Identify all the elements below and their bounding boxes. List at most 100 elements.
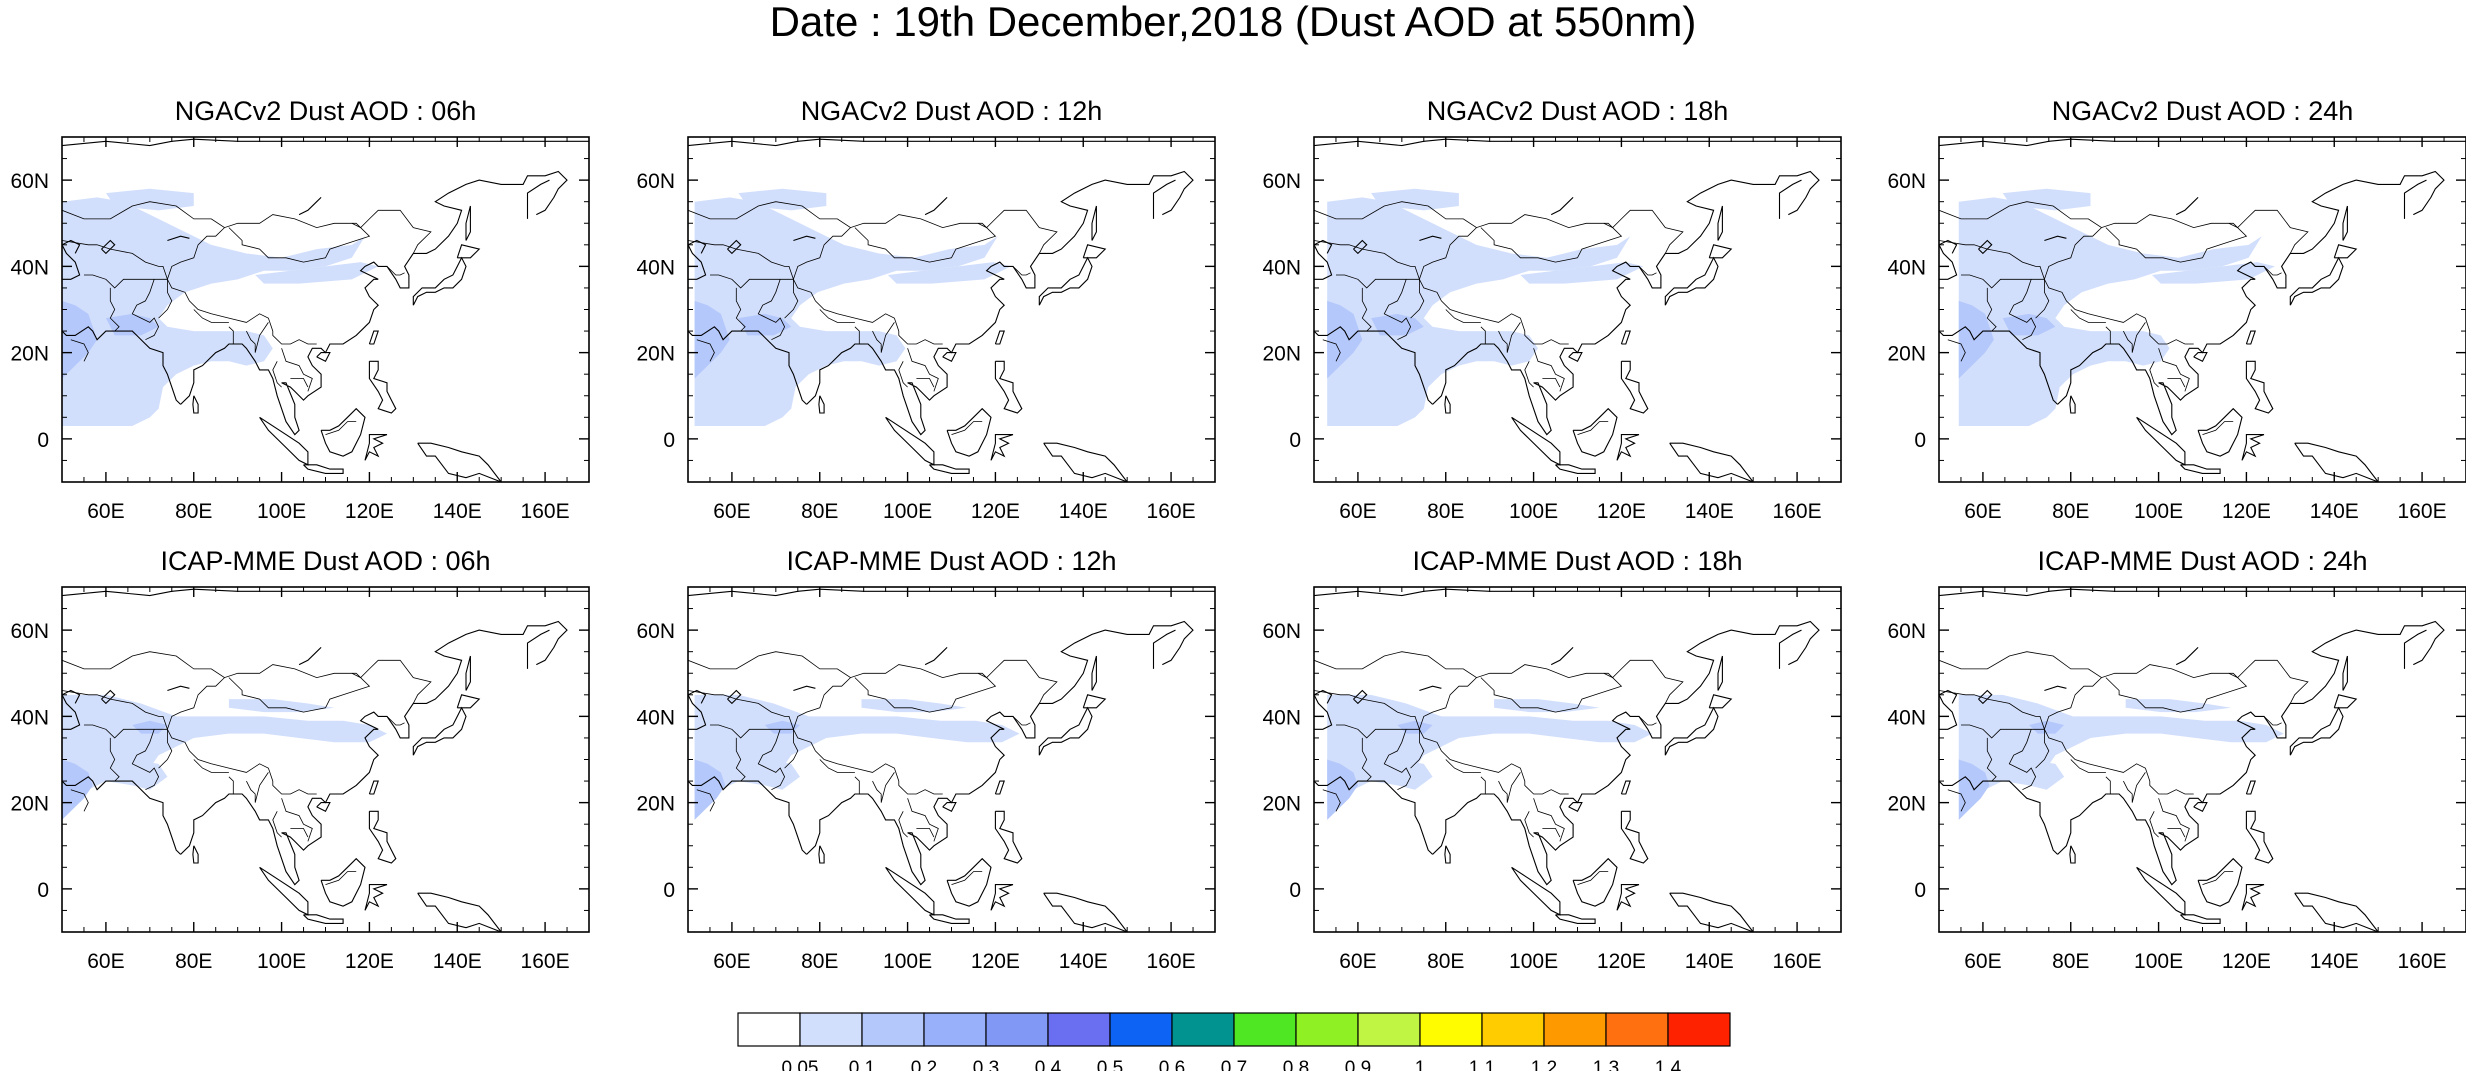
lon-tick-label: 160E xyxy=(2398,950,2447,973)
coastline xyxy=(316,352,331,363)
colorbar-label: 0.1 xyxy=(849,1058,875,1071)
coastline xyxy=(2245,360,2274,414)
coastline xyxy=(1314,759,1433,855)
country-border xyxy=(2008,279,2037,341)
coastline xyxy=(1444,845,1451,864)
dust-area-high xyxy=(2002,313,2056,336)
colorbar-label: 0.5 xyxy=(1097,1058,1123,1071)
country-border xyxy=(62,750,63,752)
map-panel: NGACv2 Dust AOD : 18h 60E 80E 100E 120E 140E 1… xyxy=(1262,96,1842,523)
lon-tick-label: 80E xyxy=(1427,950,1464,973)
coastline xyxy=(2175,197,2199,216)
coastline xyxy=(1669,892,1754,932)
coastline xyxy=(2193,352,2208,363)
colorbar-label: 1.1 xyxy=(1469,1058,1495,1071)
lon-tick-label: 160E xyxy=(2398,500,2447,523)
colorbar-swatch xyxy=(1667,1012,1731,1047)
panel-title: ICAP-MME Dust AOD : 18h xyxy=(1412,546,1742,576)
panel-title: ICAP-MME Dust AOD : 12h xyxy=(786,546,1116,576)
country-border xyxy=(1961,724,2045,739)
panel-plot-area xyxy=(688,137,1215,482)
coastline xyxy=(303,914,344,924)
colorbar-label: 0.8 xyxy=(1283,1058,1309,1071)
coastline xyxy=(1082,694,1107,709)
coastline xyxy=(2057,620,2445,886)
coastline xyxy=(167,685,190,692)
coastline xyxy=(192,845,199,864)
colorbar-label: 1 xyxy=(1415,1058,1426,1071)
panel-plot-area xyxy=(1314,137,1841,482)
country-border xyxy=(757,279,786,341)
country-border xyxy=(1480,222,1623,263)
coastline xyxy=(1708,244,1733,259)
coastline xyxy=(1978,239,1993,255)
coastline xyxy=(924,197,948,216)
dust-area-high xyxy=(1958,300,1994,379)
country-border xyxy=(2105,672,2248,713)
country-border xyxy=(1939,300,1940,302)
lat-tick-label: 0 xyxy=(1914,879,1926,902)
lat-tick-label: 60N xyxy=(1262,620,1301,643)
lon-tick-label: 100E xyxy=(2134,500,2183,523)
lat-tick-label: 60N xyxy=(1262,170,1301,193)
country-border xyxy=(784,279,799,319)
country-border xyxy=(109,737,120,782)
coastline xyxy=(1419,685,1442,692)
lat-tick-label: 0 xyxy=(1914,429,1926,452)
panel-title: ICAP-MME Dust AOD : 06h xyxy=(160,546,490,576)
coastline xyxy=(1616,884,1640,911)
coastline xyxy=(320,407,366,457)
dust-area xyxy=(255,262,379,284)
dust-area-high xyxy=(694,759,726,820)
lat-tick-label: 0 xyxy=(663,879,675,902)
country-border xyxy=(246,772,269,803)
lon-tick-label: 120E xyxy=(2222,950,2271,973)
country-border xyxy=(696,789,715,812)
coastline xyxy=(1043,442,1128,482)
coastline xyxy=(1616,434,1640,461)
coastline xyxy=(1444,395,1451,414)
coastline xyxy=(2069,395,2076,414)
country-border xyxy=(735,287,746,332)
colorbar-label: 1.4 xyxy=(1655,1058,1682,1071)
colorbar-swatch xyxy=(923,1012,987,1047)
country-border xyxy=(696,339,715,362)
country-border xyxy=(1939,750,1940,752)
dust-area xyxy=(1371,188,1459,211)
country-border xyxy=(2202,871,2234,885)
country-border xyxy=(193,309,229,323)
colorbar-label: 0.7 xyxy=(1221,1058,1247,1071)
country-border xyxy=(228,222,371,263)
coastline xyxy=(101,239,116,255)
country-border xyxy=(793,677,851,730)
country-border xyxy=(1361,737,1372,782)
lon-tick-label: 100E xyxy=(257,500,306,523)
map-panel: NGACv2 Dust AOD : 24h 60E 80E 100E 120E 140E 1… xyxy=(1887,96,2466,523)
coastline xyxy=(1939,239,1958,280)
country-border xyxy=(1314,750,1315,752)
country-border xyxy=(1524,811,1534,838)
dust-area-high xyxy=(738,313,792,336)
colorbar-label: 0.2 xyxy=(911,1058,937,1071)
coastline xyxy=(806,170,1194,436)
lon-tick-label: 80E xyxy=(175,950,212,973)
lat-tick-label: 60N xyxy=(10,170,49,193)
coastline xyxy=(942,802,957,813)
coastline xyxy=(1568,352,1583,363)
country-border xyxy=(710,274,794,289)
lon-tick-label: 120E xyxy=(2222,500,2271,523)
lon-tick-label: 140E xyxy=(1059,500,1108,523)
dust-area xyxy=(887,262,1011,284)
country-border xyxy=(167,279,317,345)
country-border xyxy=(1524,361,1534,388)
country-border xyxy=(757,729,786,791)
map-panel: ICAP-MME Dust AOD : 12h 60E 80E 100E 120E 140… xyxy=(636,546,1216,973)
coastline xyxy=(1043,892,1128,932)
map-panel: ICAP-MME Dust AOD : 06h 60E 80E 100E 120E 140… xyxy=(10,546,590,973)
coastline xyxy=(303,464,344,474)
country-border xyxy=(2070,309,2106,323)
coastline xyxy=(62,689,81,730)
coastline xyxy=(1091,655,1097,691)
coastline xyxy=(364,884,388,911)
lon-tick-label: 60E xyxy=(713,950,750,973)
